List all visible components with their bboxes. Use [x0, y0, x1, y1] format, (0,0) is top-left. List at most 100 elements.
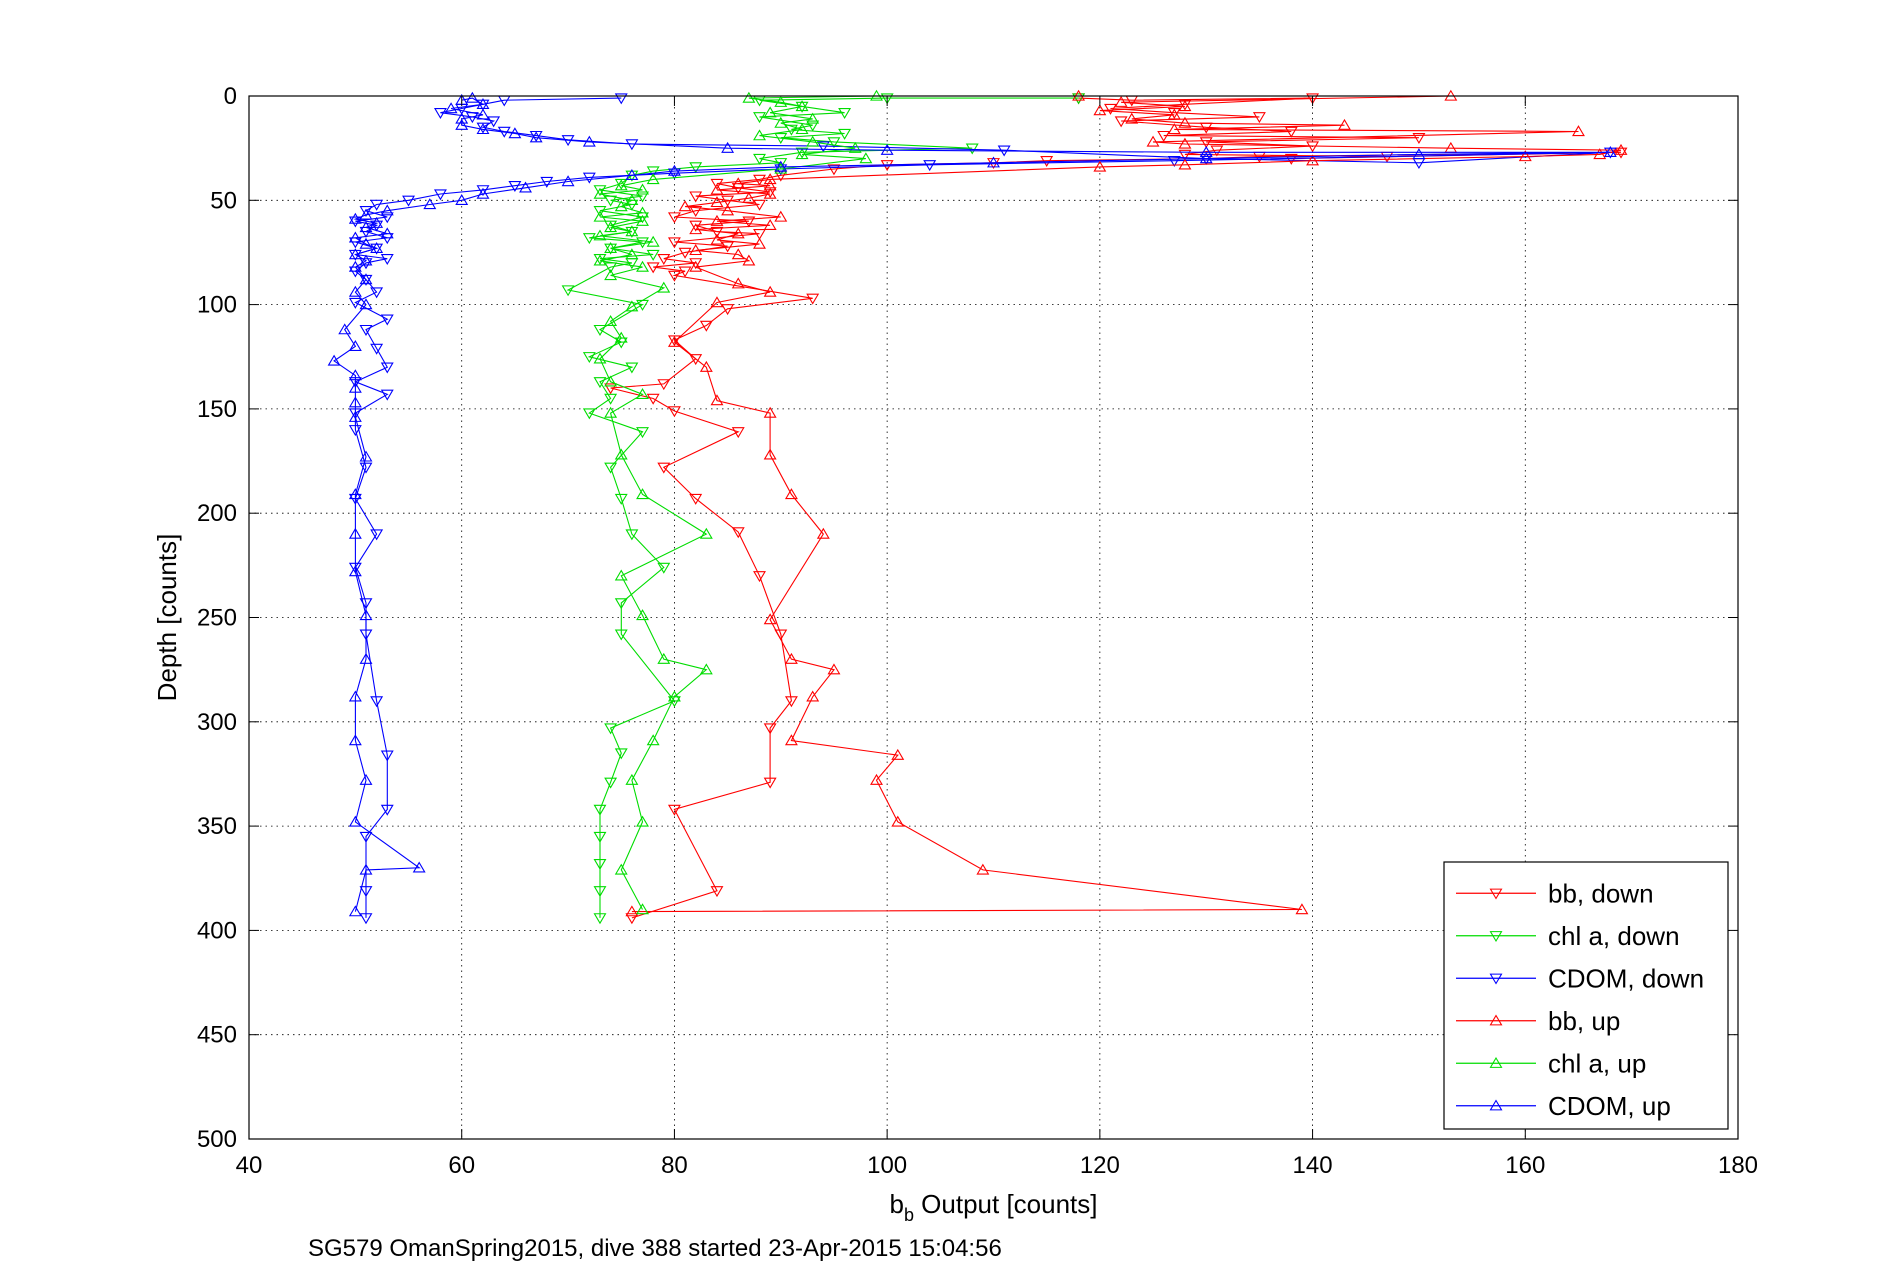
data-point — [636, 609, 649, 621]
data-point — [348, 690, 362, 702]
data-point — [348, 425, 362, 437]
data-point — [774, 158, 788, 170]
data-point — [380, 254, 394, 266]
data-point — [455, 193, 469, 205]
data-point — [710, 178, 724, 190]
data-point — [891, 748, 905, 760]
data-point — [359, 863, 373, 875]
data-point — [593, 831, 607, 843]
data-point — [636, 903, 649, 915]
data-point — [614, 863, 628, 875]
data-point — [380, 750, 394, 762]
data-point — [359, 273, 373, 285]
legend-swatch-marker — [1489, 931, 1503, 943]
data-point — [806, 293, 820, 305]
data-point — [476, 187, 490, 199]
data-point — [593, 913, 607, 925]
data-point — [625, 913, 639, 925]
data-point — [731, 177, 745, 189]
x-axis-label-main: b — [889, 1189, 903, 1219]
data-point — [614, 200, 628, 212]
data-point — [359, 773, 373, 785]
data-point — [614, 748, 628, 760]
data-point — [1157, 130, 1171, 142]
data-point — [625, 139, 639, 151]
data-point — [763, 106, 777, 118]
data-point — [582, 135, 596, 147]
grid — [249, 96, 1738, 1139]
data-point — [614, 629, 628, 641]
data-point — [1295, 903, 1309, 915]
data-point — [1178, 158, 1192, 170]
data-point — [667, 406, 681, 418]
legend-swatch-marker — [1489, 973, 1503, 985]
data-point — [593, 858, 607, 870]
data-point — [370, 241, 384, 253]
data-point — [338, 323, 352, 335]
data-point — [657, 652, 671, 664]
y-tick-label: 450 — [197, 1022, 237, 1049]
data-point — [604, 375, 618, 387]
data-point — [348, 396, 362, 408]
data-point — [731, 527, 745, 539]
data-point — [636, 488, 649, 500]
data-point — [476, 123, 490, 135]
data-point — [582, 352, 596, 364]
data-point — [455, 118, 469, 130]
y-tick-label: 250 — [197, 605, 237, 632]
data-point — [423, 198, 437, 210]
data-point — [604, 241, 618, 253]
y-tick-label: 350 — [197, 813, 237, 840]
data-point — [625, 773, 639, 785]
data-point — [1114, 116, 1128, 128]
legend-entry-label: CDOM, up — [1548, 1091, 1671, 1121]
data-point — [348, 248, 362, 260]
data-point — [763, 219, 777, 231]
x-tick-label: 160 — [1505, 1152, 1545, 1179]
data-point — [359, 913, 373, 925]
data-point — [359, 298, 373, 310]
data-point — [370, 696, 384, 708]
data-point — [689, 260, 703, 272]
data-point — [667, 168, 681, 180]
data-point — [657, 254, 671, 266]
x-tick-label: 100 — [867, 1152, 907, 1179]
data-point — [774, 160, 788, 172]
data-point — [870, 773, 883, 785]
data-point — [1167, 155, 1181, 167]
data-point — [359, 274, 373, 286]
data-point — [731, 227, 745, 239]
data-point — [699, 360, 713, 372]
data-point — [604, 393, 618, 405]
data-point — [593, 229, 607, 241]
data-point — [348, 212, 362, 224]
data-point — [753, 129, 766, 141]
data-point — [593, 210, 607, 222]
data-point — [667, 690, 681, 702]
data-point — [710, 196, 724, 208]
data-point — [965, 143, 979, 155]
data-point — [625, 300, 639, 312]
data-point — [753, 237, 766, 249]
data-point — [976, 863, 990, 875]
x-axis-label: bb Output [counts] — [889, 1189, 1097, 1225]
data-point — [604, 462, 618, 474]
x-tick-label: 140 — [1293, 1152, 1333, 1179]
data-point — [614, 493, 628, 505]
data-point — [1412, 148, 1426, 160]
data-point — [753, 153, 766, 165]
data-point — [816, 527, 830, 539]
data-point — [359, 831, 373, 843]
data-point — [625, 905, 639, 917]
x-tick-label: 80 — [661, 1152, 688, 1179]
data-point — [1093, 160, 1107, 172]
data-point — [1518, 150, 1532, 162]
data-point — [646, 262, 660, 274]
y-tick-label: 300 — [197, 709, 237, 736]
data-point — [540, 176, 554, 188]
data-point — [784, 488, 798, 500]
data-point — [827, 663, 841, 675]
data-point — [987, 156, 1000, 168]
y-tick-label: 150 — [197, 396, 237, 423]
data-point — [614, 93, 628, 105]
